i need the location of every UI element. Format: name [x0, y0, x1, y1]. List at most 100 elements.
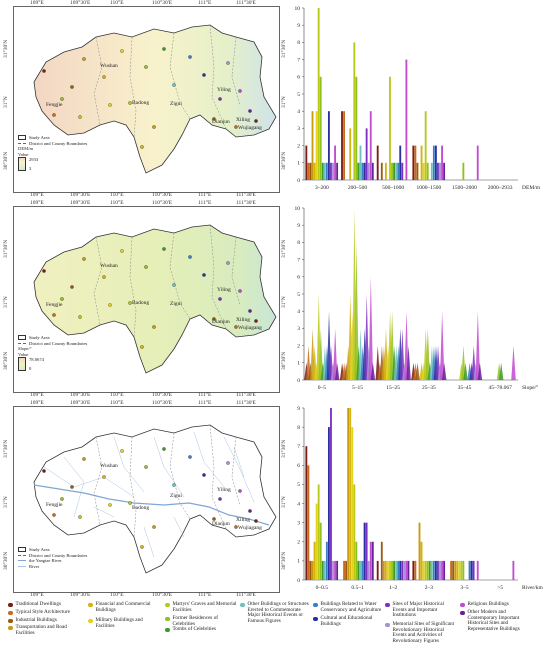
bar [363, 522, 366, 580]
bar [439, 560, 441, 580]
y-tick-label: 2 [297, 143, 300, 149]
site-marker [108, 303, 112, 307]
lon-tick: 110°E [110, 400, 124, 406]
bar [365, 128, 368, 180]
x-tick-label: 2000–2933 [488, 185, 513, 191]
site-marker [172, 483, 176, 487]
lon-tick: 110°30'E [152, 592, 173, 598]
site-marker [140, 545, 144, 549]
bar [361, 560, 364, 580]
city-label: Badong [132, 300, 150, 306]
slope-chart: 0 1 2 3 4 5 6 7 8 9 10 0–5 5–15 15–25 25–35 35–45 45–78.… [290, 204, 545, 398]
lon-tick: 109°30'E [70, 592, 91, 598]
bar [468, 560, 471, 580]
lat-tick: 31°30'N [281, 439, 287, 458]
bar [397, 560, 400, 580]
legend-item-label: Typical Style Architecture [15, 609, 70, 615]
bar [325, 541, 328, 580]
ramp-high: 78.0674 [29, 357, 44, 363]
lon-tick: 109°30'E [70, 0, 91, 6]
bar [399, 560, 402, 580]
bar [369, 541, 372, 580]
category-dot-icon [8, 610, 13, 616]
bar [420, 145, 423, 180]
x-tick-label: >5 [497, 585, 503, 591]
bar [321, 560, 324, 580]
study-area-swatch [18, 547, 26, 553]
category-dot-icon [460, 610, 465, 616]
bar [351, 427, 354, 580]
legend-item: Traditional Dwellings [8, 601, 82, 608]
bar [371, 541, 374, 580]
y-tick-label: 6 [297, 75, 300, 81]
slope-peak [368, 276, 374, 380]
site-marker [60, 97, 64, 101]
category-dot-icon [8, 618, 13, 624]
legend-label: District and County Boundaries [29, 340, 88, 346]
lon-tick: 111°30'E [236, 392, 256, 398]
city-label: Zigui [170, 101, 182, 107]
legend-label: District and County Boundaries [29, 140, 88, 146]
bar [353, 42, 356, 181]
legend-value-label: Value [18, 351, 29, 357]
site-marker [144, 265, 148, 269]
city-label: Yiling [217, 487, 231, 493]
bar [376, 560, 379, 580]
study-area-swatch [18, 135, 26, 141]
y-tick-label: 1 [297, 559, 300, 565]
city-label: Fengjie [46, 302, 63, 308]
site-marker [78, 515, 82, 519]
lon-tick: 111°30'E [236, 0, 256, 6]
bar [422, 560, 425, 580]
bar [434, 560, 437, 580]
bar [430, 560, 433, 580]
y-tick-label: 3 [297, 326, 300, 332]
legend-item-label: Industrial Buildings [15, 617, 57, 623]
lon-tick: 110°30'E [152, 400, 173, 406]
yangtze-river [33, 484, 270, 526]
bar [430, 162, 433, 180]
category-legend: Traditional Dwellings Typical Style Archi… [0, 601, 550, 670]
y-tick-label: 0 [297, 178, 300, 184]
legend-item-label: Martyrs' Graves and Memorial Facilities [172, 601, 237, 613]
city-label: Wujiagang [238, 125, 262, 131]
y-tick-label: 4 [297, 109, 300, 115]
slope-peak [475, 311, 481, 380]
y-tick-label: 7 [297, 257, 300, 263]
river-panel: Wushan Fengjie Badong Zigui Yiling Dianj… [0, 400, 550, 600]
slope-map: Wushan Fengjie Badong Zigui Yiling Dianj… [13, 206, 280, 393]
lon-tick: 109°E [30, 592, 44, 598]
slope-peak [318, 328, 324, 380]
bar [437, 162, 439, 180]
study-area-swatch [18, 335, 26, 341]
bar [343, 560, 345, 580]
bar [313, 541, 316, 580]
city-label: Badong [132, 505, 150, 511]
ramp-high: 2933 [29, 157, 39, 163]
legend-label: Study Area [29, 547, 50, 552]
legend-label: Study Area [29, 335, 50, 340]
y-tick-label: 9 [297, 406, 300, 412]
site-marker [254, 119, 258, 123]
bar [323, 560, 326, 580]
y-tick-label: 2 [297, 540, 300, 546]
site-marker [212, 117, 216, 121]
legend-item-label: Military Buildings and Facilities [95, 617, 143, 629]
lat-tick: 30°30'N [3, 351, 9, 370]
city-label: Xiling [236, 517, 251, 523]
study-area-outline [33, 224, 277, 374]
site-marker [152, 325, 156, 329]
lat-tick: 31°N [3, 496, 9, 508]
site-marker [218, 297, 222, 301]
bar [345, 560, 348, 580]
boundary-line-icon [18, 142, 26, 144]
category-dot-icon [385, 602, 390, 608]
site-marker [238, 489, 242, 493]
bar [311, 560, 314, 580]
bar [441, 560, 443, 580]
bar [323, 162, 326, 180]
bar [472, 560, 475, 580]
x-tick-label: 25–35 [422, 385, 436, 391]
bar [365, 522, 368, 580]
site-marker [42, 269, 46, 273]
